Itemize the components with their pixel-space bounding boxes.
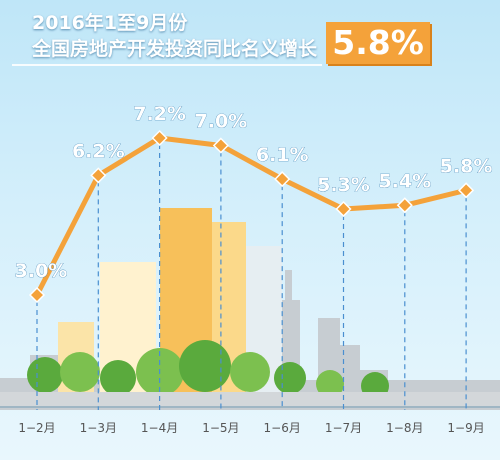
title-underline [12,64,322,66]
data-label-4: 7.0% [195,110,248,132]
ground [0,392,500,406]
tree-8 [316,370,344,398]
tree-2 [60,352,100,392]
data-point-1 [28,286,46,304]
data-point-3 [151,129,168,147]
data-label-5: 6.1% [256,144,309,166]
data-labels: 3.0% 6.2% 7.2% 7.0% 6.1% 5.3% 5.4% 5.8% [14,103,493,283]
data-label-7: 5.4% [378,170,431,192]
x-tick-label-7: 1−8月 [386,421,423,435]
data-point-5 [274,171,291,188]
data-label-6: 5.3% [317,174,370,196]
x-tick-label-5: 1−6月 [264,421,301,435]
tree-6 [230,352,270,392]
chart-title-line2: 全国房地产开发投资同比名义增长 [32,38,318,60]
tree-1 [27,357,63,393]
tree-7 [274,362,306,394]
x-tick-labels: 1−2月 1−3月 1−4月 1−5月 1−6月 1−7月 1−8月 1−9月 [18,421,484,435]
tree-5 [179,340,231,392]
ground-edge [0,406,500,408]
data-point-7 [396,197,413,214]
data-point-6 [335,200,352,218]
data-label-8: 5.8% [440,155,493,177]
x-tick-label-2: 1−3月 [80,421,117,435]
tree-3 [100,360,136,396]
x-tick-label-4: 1−5月 [202,421,239,435]
background-illustration [0,208,500,410]
highlight-badge: 5.8% [326,22,430,64]
x-tick-label-8: 1−9月 [447,421,484,435]
x-tick-label-6: 1−7月 [325,421,362,435]
vertical-guides [36,144,467,410]
series-line [34,135,469,298]
data-point-8 [458,182,475,199]
data-point-4 [212,137,229,154]
data-label-3: 7.2% [133,103,186,125]
data-point-2 [90,167,107,184]
chart-title-line1: 2016年1至9月份 [32,12,188,34]
data-label-1: 3.0% [15,260,68,282]
x-tick-label-3: 1−4月 [141,421,178,435]
x-tick-label-1: 1−2月 [18,421,55,435]
data-label-2: 6.2% [72,140,125,162]
data-points [28,129,475,304]
